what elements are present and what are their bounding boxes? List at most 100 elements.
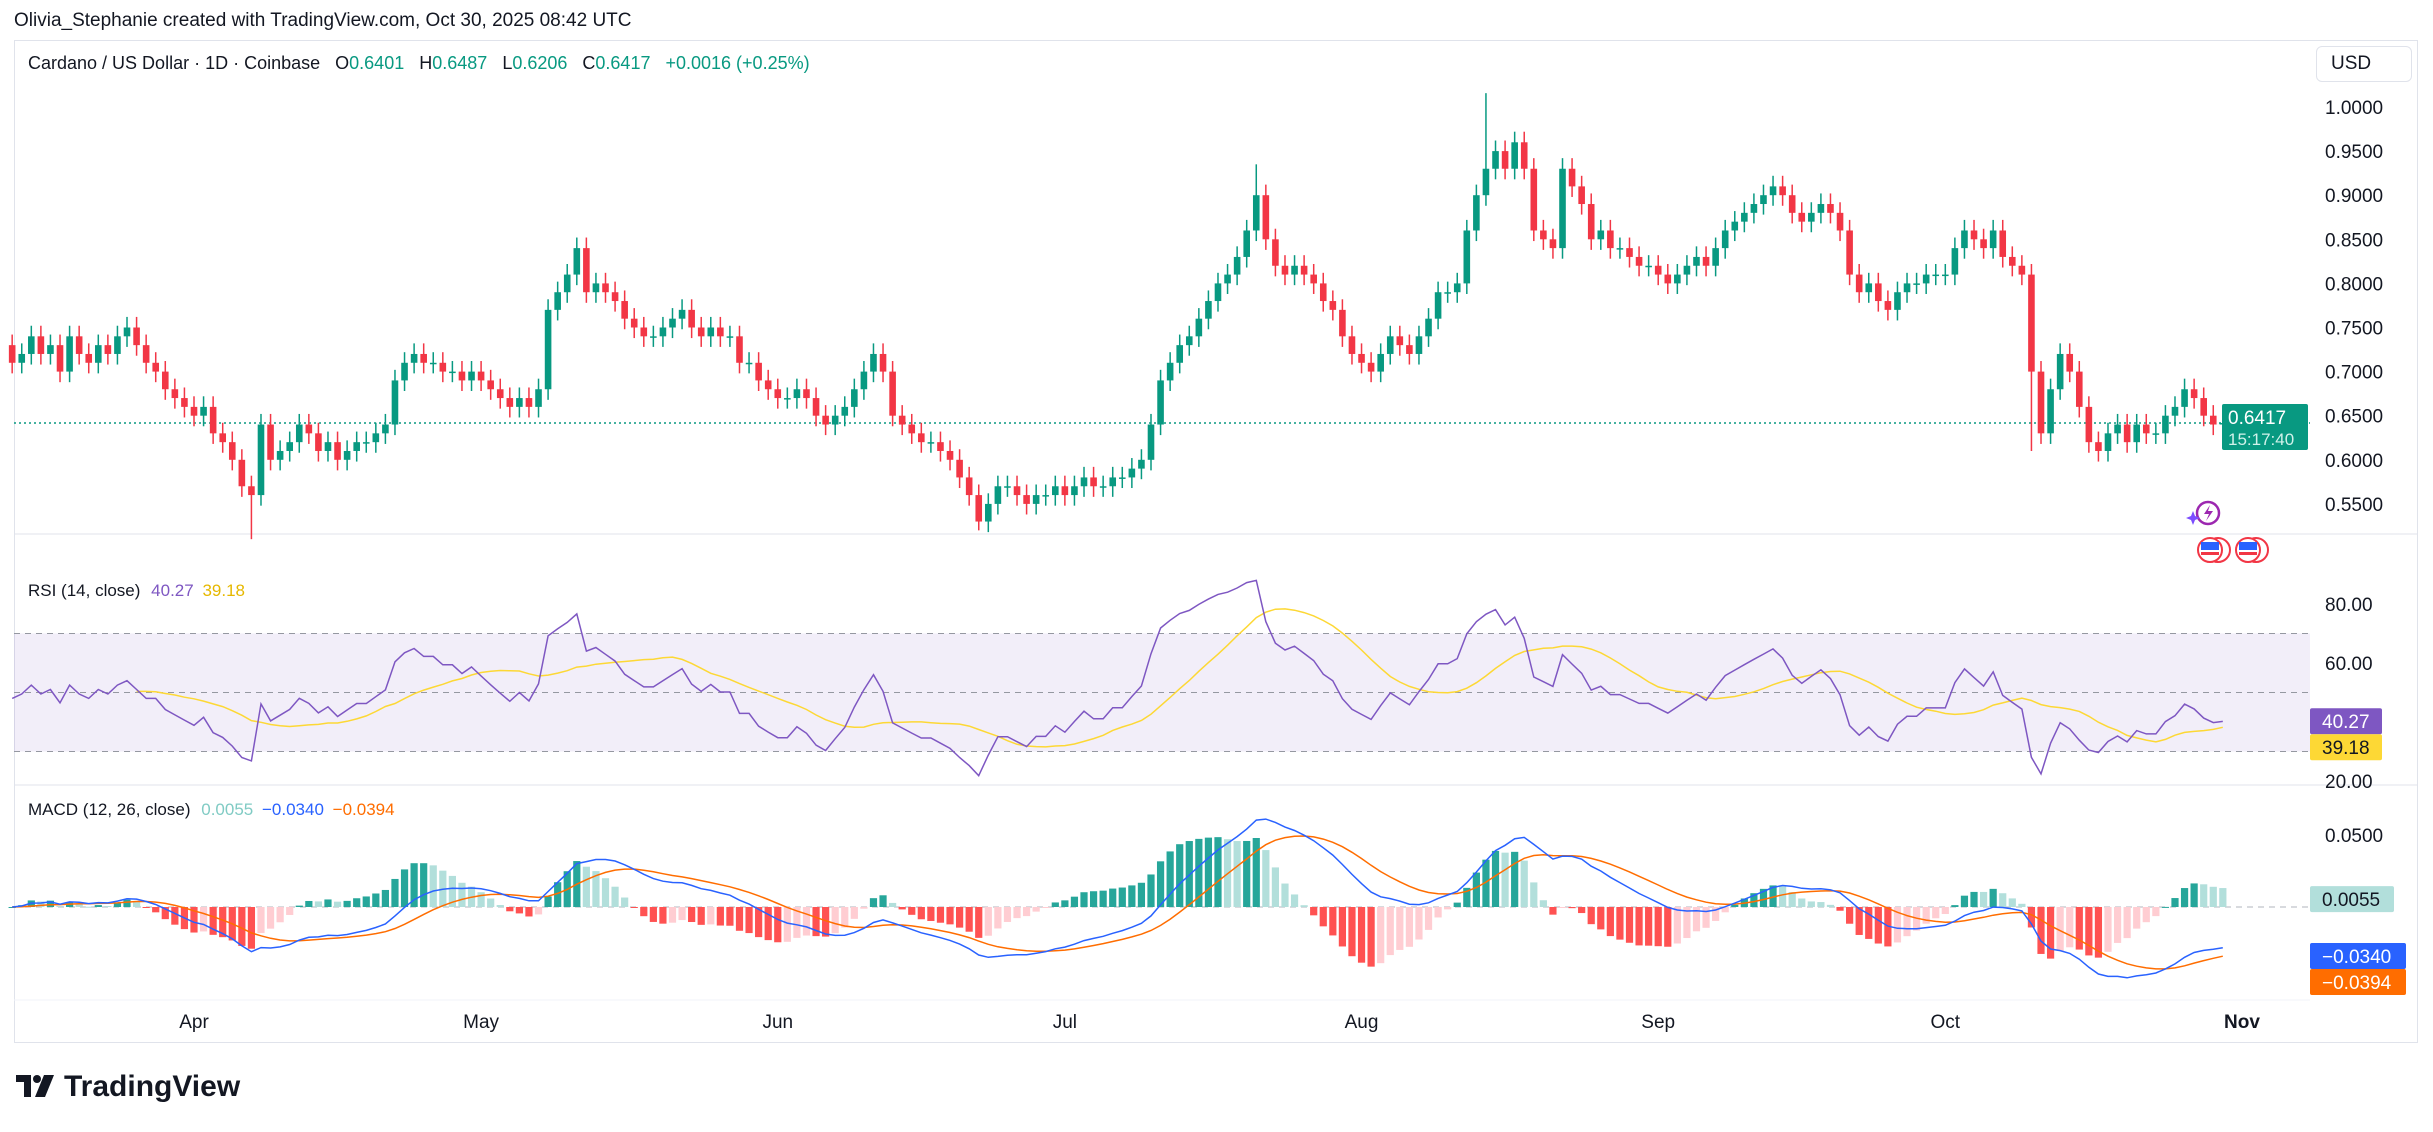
candle-body <box>650 336 657 338</box>
candle <box>659 316 667 347</box>
candle <box>1501 140 1509 180</box>
currency-button[interactable]: USD <box>2316 46 2412 82</box>
candle-body <box>123 327 131 337</box>
candle-body <box>1501 151 1509 169</box>
macd-histogram-bar <box>1568 907 1576 909</box>
macd-histogram-bar <box>1999 893 2007 907</box>
candle-body <box>1224 274 1231 284</box>
macd-histogram-bar <box>219 907 227 938</box>
chart-frame[interactable] <box>14 40 2418 1043</box>
candle <box>1310 263 1317 294</box>
macd-histogram-bar <box>2142 907 2150 923</box>
symbol-title[interactable]: Cardano / US Dollar · 1D · Coinbase <box>28 53 321 73</box>
candle-body <box>257 424 265 496</box>
candle-body <box>75 336 83 354</box>
candle <box>1980 228 1987 259</box>
candle-body <box>1769 186 1777 196</box>
candle-body <box>1425 318 1432 337</box>
time-tick-label: Jul <box>1053 1012 1077 1033</box>
macd-histogram-bar <box>2027 907 2036 928</box>
candle <box>975 484 983 531</box>
candle <box>1788 184 1796 224</box>
candle-body <box>1607 230 1614 249</box>
candle <box>1741 202 1748 233</box>
macd-histogram-bar <box>2209 886 2217 907</box>
macd-histogram-bar <box>1099 890 1107 907</box>
candle <box>372 422 380 453</box>
macd-histogram-bar <box>1003 907 1012 922</box>
candle <box>286 431 293 462</box>
candle-body <box>1587 204 1595 240</box>
candle <box>1549 228 1557 259</box>
rsi-legend[interactable]: RSI (14, close) 40.27 39.18 <box>28 581 245 601</box>
macd-histogram-bar <box>1702 907 1710 928</box>
macd-histogram-bar <box>1195 838 1203 907</box>
candle-body <box>1894 292 1901 310</box>
candle <box>334 431 341 471</box>
close-value: 0.6417 <box>595 53 651 73</box>
macd-histogram-bar <box>994 907 1002 929</box>
candle-body <box>1683 265 1691 275</box>
candle-body <box>2123 424 2131 443</box>
candle-body <box>2104 433 2112 451</box>
macd-histogram-bar <box>1367 907 1375 967</box>
candle-body <box>200 406 207 416</box>
macd-histogram-bar <box>37 901 45 907</box>
candle-body <box>544 309 552 390</box>
candle-body <box>1951 248 1959 275</box>
candle-body <box>2133 424 2141 443</box>
macd-histogram-bar <box>1558 907 1567 908</box>
candle-body <box>2095 442 2102 451</box>
candle <box>1482 93 1490 206</box>
candle-body <box>516 398 523 407</box>
candle <box>219 422 227 453</box>
candle <box>66 325 73 383</box>
macd-legend[interactable]: MACD (12, 26, close) 0.0055 −0.0340 −0.0… <box>28 800 395 820</box>
macd-histogram-bar <box>2104 907 2112 952</box>
macd-histogram-bar <box>1022 907 1031 917</box>
macd-histogram-bar <box>333 901 342 907</box>
candle <box>1099 475 1107 497</box>
tradingview-logo[interactable]: TradingView <box>16 1070 240 1104</box>
candle-body <box>1520 142 1528 169</box>
rsi-ma-line <box>136 608 2223 748</box>
candle-body <box>1721 230 1729 249</box>
candle-body <box>1109 477 1117 487</box>
candle-body <box>8 345 16 363</box>
candle-body <box>362 442 370 444</box>
macd-histogram-bar <box>1520 860 1528 907</box>
candle-body <box>1788 195 1796 213</box>
macd-histogram-bar <box>123 899 131 907</box>
candle <box>1674 263 1681 294</box>
candle <box>784 387 791 409</box>
candle-body <box>1492 151 1499 169</box>
macd-histogram-bar <box>975 907 983 938</box>
bar-countdown-label: 15:17:40 <box>2228 430 2294 449</box>
candle-body <box>1989 230 1997 249</box>
candle <box>401 352 408 392</box>
rsi-ma-value: 39.18 <box>202 581 245 600</box>
candle-body <box>946 450 954 460</box>
candle <box>1128 458 1136 489</box>
macd-histogram-bar <box>372 893 380 907</box>
macd-histogram-bar <box>2066 907 2074 948</box>
candle <box>1339 299 1346 347</box>
price-tick-label: 0.7000 <box>2325 363 2383 384</box>
macd-histogram-bar <box>1960 895 1969 907</box>
macd-histogram-bar <box>56 906 64 908</box>
macd-histogram-bar <box>1463 887 1471 907</box>
candle <box>228 431 236 471</box>
macd-histogram-bar <box>1176 844 1184 907</box>
macd-histogram-bar <box>1750 893 1758 907</box>
candle <box>554 281 561 321</box>
price-tick-label: 0.8500 <box>2325 230 2383 251</box>
candle-body <box>2047 389 2054 434</box>
candle-body <box>295 424 303 443</box>
macd-histogram-bar <box>1032 907 1040 912</box>
macd-histogram-bar <box>132 901 141 907</box>
macd-histogram-bar <box>1434 907 1442 918</box>
candle <box>1559 158 1566 259</box>
macd-histogram-bar <box>2171 898 2179 907</box>
candle-body <box>1099 486 1107 488</box>
